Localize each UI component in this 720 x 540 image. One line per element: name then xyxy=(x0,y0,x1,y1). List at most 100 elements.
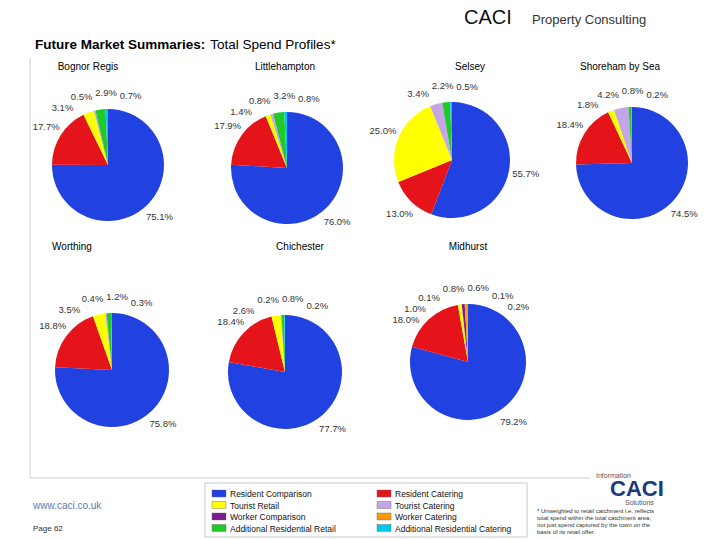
data-label: 3.4% xyxy=(407,88,429,99)
pie-title: Bognor Regis xyxy=(58,61,119,72)
data-label: 1.0% xyxy=(404,303,426,314)
pie-slice xyxy=(107,313,112,370)
page-title-bold: Future Market Summaries: xyxy=(35,37,205,52)
data-label: 75.1% xyxy=(146,211,173,222)
data-label: 3.5% xyxy=(58,304,80,315)
data-label: 0.5% xyxy=(456,81,478,92)
data-label: 79.2% xyxy=(500,416,527,427)
data-label: 74.5% xyxy=(671,208,698,219)
pie-chart: 75.8% 18.8% 3.5%0.4%1.2%0.3% xyxy=(39,291,177,429)
pie-slice xyxy=(631,107,633,163)
frame-bottom xyxy=(30,478,590,479)
pie-slice xyxy=(284,112,287,168)
footnote-line: total spend within the total catchment a… xyxy=(537,515,651,521)
data-label: 17.7% xyxy=(33,121,60,132)
slide-canvas: Future Market Summaries:Total Spend Prof… xyxy=(0,0,720,540)
legend-entry: Tourist Catering xyxy=(395,501,455,511)
brand: CACI xyxy=(464,6,512,28)
pie-chart: 55.7% 13.0% 25.0% 3.4%2.2%0.5% xyxy=(369,80,539,219)
pie-title: Midhurst xyxy=(449,241,488,252)
pie-slice xyxy=(410,304,526,420)
data-label: 0.4% xyxy=(82,293,104,304)
data-label: 0.2% xyxy=(646,89,668,100)
data-label: 76.0% xyxy=(324,216,351,227)
data-label: 1.2% xyxy=(106,291,128,302)
pie-slice xyxy=(52,109,164,221)
pie-slice xyxy=(93,313,112,370)
legend-swatch xyxy=(212,502,226,509)
data-label: 2.2% xyxy=(432,80,454,91)
pie-slice xyxy=(461,304,468,362)
pie-slice xyxy=(281,315,285,372)
page-number: Page 62 xyxy=(33,524,63,533)
pie-title: Littlehampton xyxy=(255,61,315,72)
footnote-line: not just spend captured by the town on t… xyxy=(537,522,651,528)
legend-entry: Resident Catering xyxy=(395,489,463,499)
pie-slice xyxy=(231,112,343,224)
pie-slice xyxy=(55,313,169,427)
data-label: 0.2% xyxy=(257,294,279,305)
legend-entry: Worker Comparison xyxy=(230,512,306,522)
data-label: 0.8% xyxy=(282,293,304,304)
division: Property Consulting xyxy=(532,12,646,27)
legend-entry: Additional Residential Retail xyxy=(230,524,336,534)
data-label: 0.1% xyxy=(418,292,440,303)
pie-slice xyxy=(111,313,112,370)
legend-swatch xyxy=(212,490,226,497)
legend-swatch xyxy=(212,525,226,532)
data-label: 3.2% xyxy=(273,90,295,101)
page-title: Future Market Summaries:Total Spend Prof… xyxy=(35,37,336,52)
data-label: 2.9% xyxy=(95,87,117,98)
pie-chart: 79.2%18.0%1.0%0.1%0.8%0.6%0.1%0.2% xyxy=(393,282,530,427)
data-label: 18.0% xyxy=(393,314,420,325)
pie-title: Chichester xyxy=(276,241,324,252)
data-label: 18.8% xyxy=(39,320,66,331)
legend-entry: Resident Comparison xyxy=(230,489,312,499)
data-label: 77.7% xyxy=(319,423,346,434)
data-label: 25.0% xyxy=(369,125,396,136)
pie-slice xyxy=(106,109,108,165)
pie-slice xyxy=(628,107,632,163)
footnote-line: * Unweighted to retail catchment i.e. re… xyxy=(537,508,654,514)
pie-slice xyxy=(467,304,468,362)
legend-swatch xyxy=(377,502,391,509)
data-label: 2.6% xyxy=(233,305,255,316)
data-label: 4.2% xyxy=(597,89,619,100)
frame-left xyxy=(30,58,31,478)
pie-chart: 77.7%18.4%2.6%0.2%0.8%0.2% xyxy=(217,293,346,434)
pie-slice xyxy=(442,102,452,160)
pie-slice xyxy=(105,313,112,370)
pie-slice xyxy=(272,315,285,372)
legend-entry: Worker Catering xyxy=(395,512,457,522)
pie-slice xyxy=(273,112,287,168)
pie-slice xyxy=(281,315,285,372)
pie-slice xyxy=(465,304,468,362)
data-label: 0.8% xyxy=(622,85,644,96)
pie-slice xyxy=(576,107,688,219)
data-label: 55.7% xyxy=(512,168,539,179)
logo-name: CACI xyxy=(610,476,664,501)
data-label: 0.3% xyxy=(131,297,153,308)
pie-chart: 76.0%17.9%1.4%0.8%3.2%0.8% xyxy=(214,90,351,227)
data-label: 0.8% xyxy=(298,93,320,104)
legend-swatch xyxy=(377,490,391,497)
pie-slice xyxy=(614,107,632,163)
legend: Resident Comparison Resident Catering Tour… xyxy=(205,483,527,537)
logo-bottom: Solutions xyxy=(625,499,654,506)
data-label: 13.0% xyxy=(386,208,413,219)
data-label: 17.9% xyxy=(214,120,241,131)
data-label: 18.4% xyxy=(556,119,583,130)
footnote-line: basis of its retail offer. xyxy=(537,529,595,535)
pie-title: Worthing xyxy=(52,241,92,252)
data-label: 3.1% xyxy=(52,102,74,113)
legend-frame xyxy=(205,483,527,537)
data-label: 75.8% xyxy=(150,418,177,429)
legend-swatch xyxy=(377,525,391,532)
data-label: 0.6% xyxy=(467,282,489,293)
data-label: 0.5% xyxy=(71,91,93,102)
data-label: 0.2% xyxy=(306,300,328,311)
pie-title: Shoreham by Sea xyxy=(580,61,660,72)
data-label: 18.4% xyxy=(217,316,244,327)
pie-slice xyxy=(284,315,286,372)
pie-slice xyxy=(462,304,468,362)
